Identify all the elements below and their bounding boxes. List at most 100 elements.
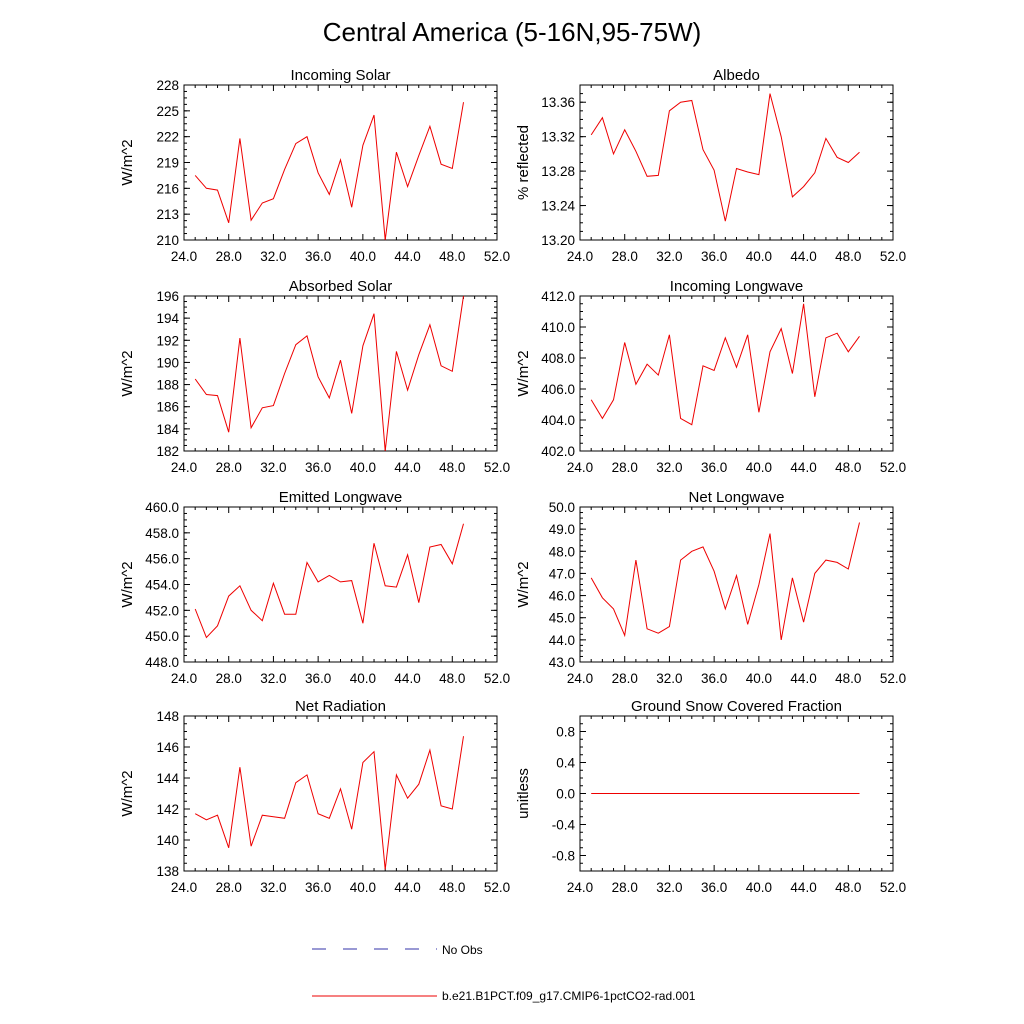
- x-tick-label: 52.0: [880, 880, 906, 895]
- plot-frame: [579, 506, 894, 663]
- y-tick-label: 49.0: [549, 522, 575, 537]
- legend-label-model-run: b.e21.B1PCT.f09_g17.CMIP6-1pctCO2-rad.00…: [442, 989, 696, 1003]
- x-tick-label: 24.0: [567, 880, 593, 895]
- x-tick-label: 48.0: [835, 671, 861, 686]
- y-tick-label: 225: [156, 104, 179, 119]
- y-tick-label: 454.0: [145, 578, 179, 593]
- x-tick-label: 44.0: [394, 460, 420, 475]
- y-tick-label: 184: [156, 422, 179, 437]
- x-tick-label: 48.0: [835, 880, 861, 895]
- series-line-net-longwave: [590, 522, 860, 640]
- y-tick-label: 50.0: [549, 500, 575, 515]
- x-tick-label: 28.0: [612, 460, 638, 475]
- x-tick-label: 36.0: [305, 460, 331, 475]
- x-tick-label: 24.0: [171, 249, 197, 264]
- y-tick-label: 410.0: [541, 320, 575, 335]
- x-tick-label: 24.0: [171, 880, 197, 895]
- x-tick-label: 52.0: [880, 671, 906, 686]
- x-tick-label: 48.0: [439, 880, 465, 895]
- y-tick-label: 460.0: [145, 500, 179, 515]
- series-line-net-radiation: [194, 736, 464, 870]
- x-tick-label: 40.0: [350, 460, 376, 475]
- y-tick-label: 194: [156, 311, 179, 326]
- x-tick-label: 40.0: [746, 249, 772, 264]
- x-tick-label: 48.0: [835, 249, 861, 264]
- x-tick-label: 36.0: [701, 880, 727, 895]
- x-tick-label: 28.0: [612, 880, 638, 895]
- x-tick-label: 44.0: [790, 880, 816, 895]
- series-line-incoming-longwave: [590, 303, 860, 426]
- panels: Incoming Solar 24.0 28.0 32.0 36.0 40.0 44.0 48…: [119, 67, 906, 895]
- y-axis-label-net-longwave: W/m^2: [515, 561, 532, 607]
- legend-item-no-obs: No Obs: [312, 943, 483, 957]
- x-tick-label: 36.0: [305, 880, 331, 895]
- y-tick-label: 186: [156, 400, 179, 415]
- y-tick-label: 0.8: [556, 725, 575, 740]
- y-tick-label: 216: [156, 181, 179, 196]
- y-tick-label: 196: [156, 289, 179, 304]
- y-tick-label: 44.0: [549, 633, 575, 648]
- y-tick-label: 404.0: [541, 413, 575, 428]
- y-tick-label: 138: [156, 864, 179, 879]
- x-tick-label: 28.0: [216, 249, 242, 264]
- panel-title-incoming-longwave: Incoming Longwave: [670, 278, 803, 295]
- y-tick-label: 48.0: [549, 544, 575, 559]
- y-tick-label: 219: [156, 156, 179, 171]
- x-tick-label: 36.0: [701, 249, 727, 264]
- x-tick-label: 52.0: [880, 249, 906, 264]
- series-line-absorbed-solar: [194, 295, 464, 452]
- y-axis-label-incoming-longwave: W/m^2: [515, 350, 532, 396]
- y-tick-label: -0.8: [552, 849, 575, 864]
- plot-frame: [183, 84, 498, 241]
- series-line-albedo: [590, 93, 860, 222]
- figure-title: Central America (5-16N,95-75W): [323, 17, 702, 47]
- y-tick-label: 13.32: [541, 130, 575, 145]
- x-tick-label: 48.0: [439, 249, 465, 264]
- x-tick-label: 32.0: [260, 460, 286, 475]
- panel-title-ground-snow-covered-fraction: Ground Snow Covered Fraction: [631, 698, 842, 715]
- x-tick-label: 24.0: [567, 671, 593, 686]
- x-tick-label: 52.0: [484, 249, 510, 264]
- panel-title-incoming-solar: Incoming Solar: [290, 67, 390, 84]
- x-tick-label: 24.0: [171, 460, 197, 475]
- panel-title-emitted-longwave: Emitted Longwave: [279, 489, 402, 506]
- x-tick-label: 44.0: [394, 880, 420, 895]
- plot-frame: [183, 506, 498, 663]
- x-tick-label: 48.0: [835, 460, 861, 475]
- plot-frame: [183, 715, 498, 872]
- x-tick-label: 44.0: [790, 249, 816, 264]
- y-tick-label: 0.0: [556, 787, 575, 802]
- x-tick-label: 40.0: [746, 880, 772, 895]
- y-tick-label: 0.4: [556, 756, 575, 771]
- y-tick-label: 450.0: [145, 629, 179, 644]
- y-tick-label: 228: [156, 78, 179, 93]
- x-tick-label: 24.0: [567, 460, 593, 475]
- x-tick-label: 36.0: [305, 671, 331, 686]
- x-tick-label: 40.0: [350, 671, 376, 686]
- panel-albedo: Albedo 24.0 28.0 32.0 36.0 40.0 44.0 48.0 52.0 13…: [515, 67, 906, 264]
- y-tick-label: 182: [156, 444, 179, 459]
- x-tick-label: 28.0: [612, 249, 638, 264]
- panel-title-net-longwave: Net Longwave: [689, 489, 785, 506]
- y-tick-label: -0.4: [552, 818, 576, 833]
- y-tick-label: 406.0: [541, 382, 575, 397]
- y-tick-label: 13.24: [541, 199, 575, 214]
- x-tick-label: 32.0: [260, 880, 286, 895]
- y-tick-label: 43.0: [549, 655, 575, 670]
- y-tick-label: 13.28: [541, 164, 575, 179]
- x-tick-label: 40.0: [746, 460, 772, 475]
- y-tick-label: 213: [156, 207, 179, 222]
- x-tick-label: 36.0: [701, 671, 727, 686]
- y-tick-label: 408.0: [541, 351, 575, 366]
- x-tick-label: 52.0: [484, 460, 510, 475]
- panel-incoming-solar: Incoming Solar 24.0 28.0 32.0 36.0 40.0 44.0 48…: [119, 67, 510, 264]
- y-tick-label: 148: [156, 709, 179, 724]
- panel-net-longwave: Net Longwave 24.0 28.0 32.0 36.0 40.0 44.0 48.0…: [515, 489, 906, 686]
- panel-ground-snow-covered-fraction: Ground Snow Covered Fraction 24.0 28.0 32.0…: [515, 698, 906, 895]
- plot-frame: [579, 84, 894, 241]
- y-axis-label-ground-snow-covered-fraction: unitless: [515, 768, 532, 819]
- panel-title-absorbed-solar: Absorbed Solar: [289, 278, 392, 295]
- x-tick-label: 52.0: [880, 460, 906, 475]
- y-axis-label-albedo: % reflected: [515, 125, 532, 200]
- series-line-emitted-longwave: [194, 523, 464, 639]
